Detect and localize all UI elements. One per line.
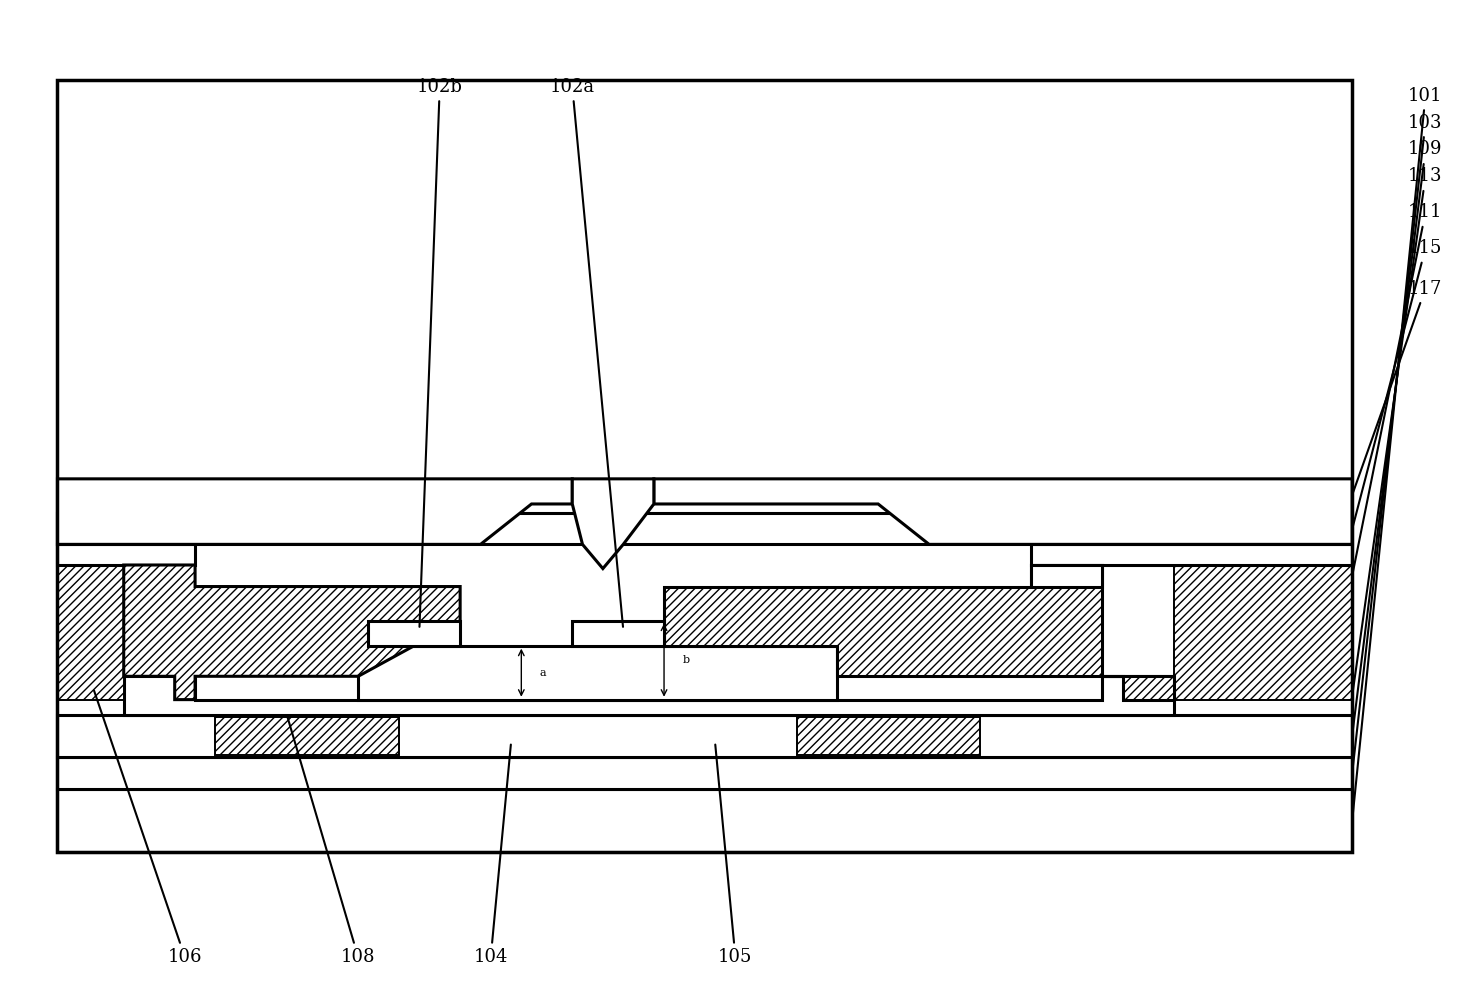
Text: 108: 108 [287,718,376,966]
Polygon shape [572,479,653,568]
Bar [58,80,1352,852]
Polygon shape [369,621,461,645]
Text: a: a [539,667,546,678]
Text: 113: 113 [1352,167,1442,693]
Text: 117: 117 [1354,279,1442,492]
Text: 115: 115 [1352,240,1442,527]
Polygon shape [58,479,572,544]
Text: 101: 101 [1352,86,1442,818]
Polygon shape [58,544,195,565]
Polygon shape [653,479,1352,544]
Polygon shape [124,565,461,700]
Text: b: b [683,655,690,665]
Polygon shape [663,565,1174,700]
Text: 105: 105 [715,744,752,966]
Text: 109: 109 [1352,141,1442,733]
Text: 106: 106 [93,691,201,966]
Text: 111: 111 [1352,203,1442,573]
Polygon shape [358,645,837,700]
Polygon shape [58,757,1352,789]
Polygon shape [572,621,663,645]
Polygon shape [1031,544,1352,565]
Polygon shape [124,676,1174,715]
Text: 102a: 102a [549,77,624,627]
Polygon shape [1031,565,1102,586]
Text: 103: 103 [1352,114,1442,770]
Text: 102b: 102b [416,77,462,627]
Polygon shape [1174,565,1352,700]
Polygon shape [58,513,1352,545]
Polygon shape [58,715,1352,757]
Polygon shape [58,789,1352,852]
Polygon shape [215,717,398,755]
Text: 104: 104 [474,744,511,966]
Polygon shape [797,717,980,755]
Polygon shape [58,565,124,700]
